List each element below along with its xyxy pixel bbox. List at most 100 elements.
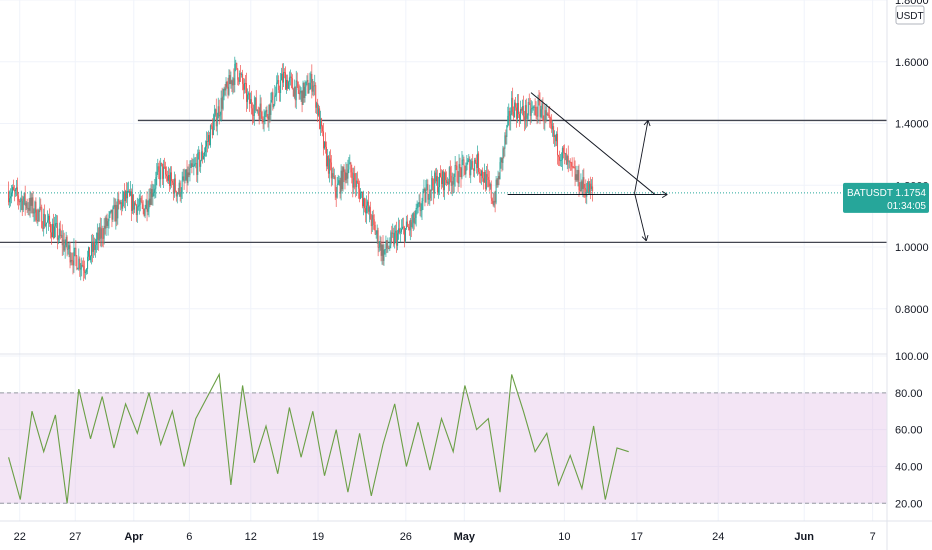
oscillator-tick-label: 20.00 [895,498,923,510]
candle-body [22,200,24,210]
candle-body [490,184,492,199]
breakdown-arrow-head [641,236,647,242]
candle-body [416,207,418,209]
candle-body [264,112,266,120]
candle-body [573,166,575,168]
candle-body [378,247,380,249]
candle-body [339,180,341,194]
candle-body [106,217,108,226]
candle-body [566,156,568,165]
candle-body [511,97,513,115]
candle-body [332,173,334,178]
candle-body [145,200,147,209]
candle-body [175,191,177,197]
candle-body [207,135,209,142]
candle-body [453,177,455,185]
candle-body [19,200,21,203]
candle-body [503,148,505,150]
candle-body [421,201,423,211]
candle-body [478,153,480,173]
time-tick-label: 24 [712,531,724,543]
candle-body [474,159,476,171]
candle-body [261,112,263,120]
candle-body [496,179,498,186]
candle-body [227,86,229,95]
candle-body [49,215,51,224]
candle-body [517,102,519,119]
candle-body [170,172,172,181]
candle-body [402,226,403,229]
candle-body [234,63,236,85]
candle-body [259,103,261,120]
candle-body [405,221,407,229]
candle-body [166,174,168,177]
oscillator-line [8,372,629,504]
candle-body [334,176,336,191]
candle-body [422,190,424,202]
oscillator-tick-label: 100.00 [895,351,929,363]
candle-body [223,88,225,97]
candle-body [136,206,138,216]
time-tick-label: Apr [124,531,144,543]
candle-body [97,232,99,241]
candle-body [274,95,276,105]
candle-body [406,221,408,227]
currency-badge[interactable]: USDT [895,5,925,25]
candle-body [192,166,194,167]
candle-body [109,212,111,215]
candle-body [60,234,62,236]
candle-body [348,164,350,170]
candle-body [111,209,113,220]
candle-body [135,204,137,216]
candle-body [400,231,402,233]
candle-body [539,101,541,117]
candle-body [112,207,114,220]
candle-body [206,141,208,147]
candle-body [588,181,590,194]
candle-body [86,268,88,272]
candle-body [309,82,311,90]
candle-body [197,152,199,175]
candle-body [20,198,22,201]
last-price-label: 1.1754 [895,188,926,199]
candle-body [93,242,95,250]
candle-body [376,230,378,235]
candle-body [92,242,94,252]
candle-body [547,113,549,116]
candle-body [10,196,12,199]
candle-body [280,80,282,94]
candle-body [24,192,26,206]
candle-body [447,181,449,185]
candle-body [536,115,538,117]
candle-body [546,113,548,116]
candle-body [489,184,491,187]
candle-body [351,172,353,179]
candle-body [81,264,83,269]
candle-body [367,201,369,212]
candle-body [45,224,47,226]
candle-body [581,181,583,189]
candle-body [266,109,268,117]
candle-body [161,162,163,164]
candle-body [554,135,556,137]
candle-body [424,188,426,203]
candle-body [103,225,105,239]
candle-body [526,115,528,119]
candle-body [412,213,414,223]
candle-body [557,133,559,156]
candle-body [130,191,132,211]
candle-body [72,260,74,266]
candle-body [364,208,366,214]
candle-body [301,90,303,105]
candle-body [40,206,42,208]
candle-body [265,109,267,113]
candle-body [37,210,39,222]
candle-body [36,220,38,222]
last-price-tag: BATUSDT 1.1754 01:34:05 [843,182,929,213]
candle-body [442,171,444,191]
candle-body [187,172,189,183]
candle-body [572,166,574,168]
candle-body [381,244,383,256]
candle-body [163,166,165,179]
